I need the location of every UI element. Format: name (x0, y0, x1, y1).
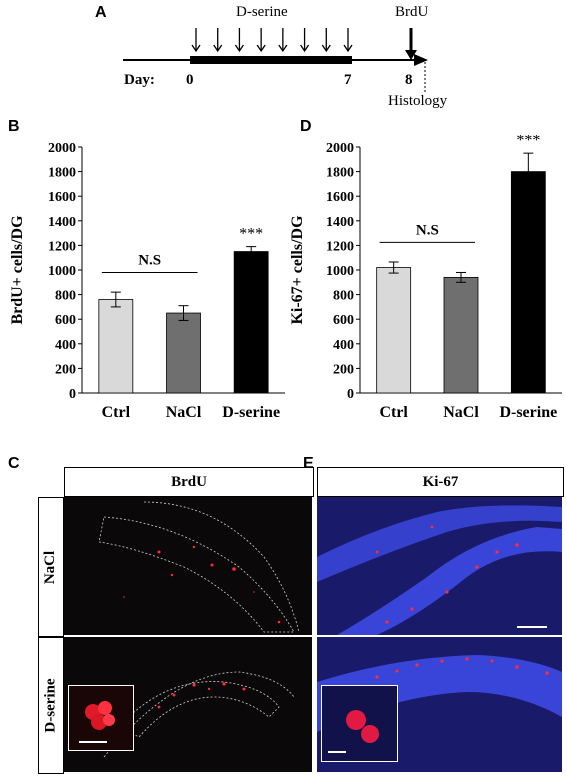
bar (443, 276, 479, 394)
brdu-bar-chart: 0 200 400 600 800 1000 1200 1400 1600 1800 2000 Brd… (9, 141, 285, 421)
row-label-nacl: NaCl (38, 497, 64, 637)
comparison-label: N.S (138, 252, 161, 268)
panel-letter-b: B (8, 118, 20, 135)
day-8-label: 8 (405, 72, 413, 88)
y-tick-label: 200 (55, 362, 76, 377)
column-header-brdu: BrdU (64, 467, 314, 497)
dose-arrows (191, 28, 353, 53)
dose-arrowhead (343, 44, 353, 53)
significance-marker: *** (239, 226, 263, 243)
x-category-label: D-serine (499, 404, 557, 421)
y-tick-label: 600 (333, 313, 354, 328)
column-header-ki67: Ki-67 (317, 467, 564, 497)
y-tick-label: 1200 (326, 239, 354, 254)
row-label-dserine: D-serine (38, 637, 64, 774)
micrograph-brdu-dserine (64, 637, 312, 772)
column-header-brdu-text: BrdU (171, 473, 207, 490)
brdu-arrowhead (405, 50, 417, 60)
y-tick-label: 0 (69, 387, 76, 402)
dose-arrowhead (278, 44, 288, 53)
micrograph-brdu-nacl (64, 497, 312, 635)
y-tick-label: 400 (333, 338, 354, 353)
micrograph-ki67-dserine (317, 637, 562, 772)
y-tick-label: 1200 (48, 239, 76, 254)
x-category-label: NaCl (443, 404, 479, 421)
x-category-label: Ctrl (379, 404, 408, 421)
histology-label: Histology (388, 93, 448, 109)
significance-marker: *** (516, 135, 540, 149)
y-tick-label: 800 (333, 289, 354, 304)
day-0-label: 0 (186, 72, 194, 88)
y-tick-label: 1600 (326, 190, 354, 205)
x-category-label: D-serine (222, 404, 280, 421)
y-tick-label: 1400 (326, 215, 354, 230)
y-tick-label: 0 (347, 387, 354, 402)
treatment-label: D-serine (236, 4, 288, 20)
ki67-bar-chart: 0 200 400 600 800 1000 1200 1400 1600 1800 2000 Ki-… (290, 135, 562, 421)
day-label: Day: (124, 72, 155, 88)
panel-letter-a: A (95, 4, 107, 21)
y-tick-label: 2000 (326, 141, 354, 156)
panel-letter-c: C (8, 455, 20, 472)
y-tick-label: 1600 (48, 190, 76, 205)
bar (98, 299, 134, 394)
inset-ki67 (321, 685, 398, 762)
column-header-ki67-text: Ki-67 (422, 473, 459, 490)
panel-letter-e: E (303, 455, 314, 472)
treatment-bar (190, 56, 352, 64)
x-category-label: Ctrl (102, 404, 131, 421)
dose-arrowhead (321, 44, 331, 53)
day-7-label: 7 (344, 72, 352, 88)
dose-arrowhead (213, 44, 223, 53)
bar (376, 267, 412, 394)
y-tick-label: 600 (55, 313, 76, 328)
bar (510, 171, 546, 394)
micrograph-ki67-nacl (317, 497, 562, 635)
dose-arrowhead (256, 44, 266, 53)
y-tick-label: 1000 (48, 264, 76, 279)
row-label-dserine-text: D-serine (42, 678, 59, 733)
timeline-diagram (123, 28, 428, 92)
y-tick-label: 800 (55, 289, 76, 304)
timeline-arrowhead (414, 54, 428, 66)
bar (166, 312, 201, 394)
y-axis-label: BrdU+ cells/DG (9, 215, 26, 325)
inset-brdu (68, 685, 134, 751)
y-tick-label: 1000 (326, 264, 354, 279)
dose-arrowhead (234, 44, 244, 53)
comparison-label: N.S (416, 222, 439, 238)
row-label-nacl-text: NaCl (42, 550, 59, 584)
bar (233, 251, 269, 394)
dose-arrowhead (191, 44, 201, 53)
dose-arrowhead (300, 44, 310, 53)
y-tick-label: 1400 (48, 215, 76, 230)
y-axis-label: Ki-67+ cells/DG (290, 215, 306, 325)
brdu-injection-label: BrdU (395, 4, 429, 20)
y-tick-label: 1800 (48, 166, 76, 181)
y-tick-label: 200 (333, 362, 354, 377)
panel-letter-d: D (300, 118, 312, 135)
y-tick-label: 1800 (326, 166, 354, 181)
y-tick-label: 2000 (48, 141, 76, 156)
x-category-label: NaCl (166, 404, 202, 421)
y-tick-label: 400 (55, 338, 76, 353)
